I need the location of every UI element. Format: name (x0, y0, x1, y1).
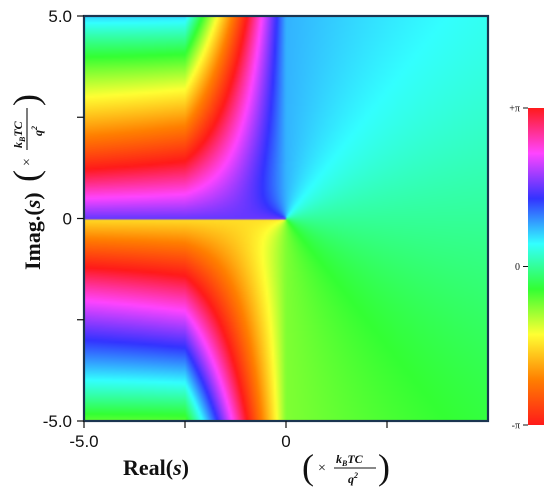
y-unit-den: q (31, 130, 45, 136)
y-label-var: s (20, 200, 45, 210)
x-unit-num-rest: TC (347, 452, 363, 466)
colorbar-tick-label: -π (512, 421, 520, 432)
x-label-close: ) (182, 455, 189, 480)
svg-text:q2: q2 (30, 126, 45, 136)
phase-heatmap (84, 16, 488, 421)
colorbar-gradient (528, 108, 544, 425)
colorbar-tick-label: +π (509, 104, 520, 115)
x-unit-num: k (336, 452, 342, 466)
svg-text:q2: q2 (348, 471, 358, 486)
x-tick-label: 0 (281, 432, 290, 451)
axis-ticks: -5.0 0 5.0 0 -5.0 (43, 7, 388, 451)
y-axis-label: Imag.(s) (20, 192, 45, 270)
svg-text:Imag.(s): Imag.(s) (20, 192, 45, 270)
y-unit-den-sup: 2 (30, 126, 39, 131)
y-tick-label: 0 (63, 210, 72, 229)
y-label-close: ) (20, 192, 45, 199)
svg-text:(: ( (302, 447, 314, 487)
y-label-main: Imag.( (20, 208, 45, 270)
y-unit-num-rest: TC (11, 120, 25, 136)
x-unit-den: q (348, 472, 354, 486)
y-tick-label: 5.0 (48, 7, 72, 26)
heatmap-image (84, 16, 488, 421)
x-label-main: Real( (123, 455, 173, 480)
y-unit-prefix: × (20, 158, 35, 166)
y-unit-num-sub: B (18, 136, 27, 143)
y-unit-num: k (11, 142, 25, 148)
x-unit-den-sup: 2 (353, 471, 358, 480)
svg-text:Real(s): Real(s) (123, 455, 189, 480)
svg-text:): ) (378, 447, 390, 487)
x-label-var: s (172, 455, 182, 480)
y-axis-unit: ( × kBTC q2 ) (6, 94, 46, 182)
x-unit-prefix: × (318, 461, 326, 476)
svg-text:kBTC: kBTC (336, 452, 364, 468)
colorbar: +π 0 -π (509, 104, 544, 432)
y-tick-label: -5.0 (43, 412, 72, 431)
svg-text:(: ( (6, 170, 46, 182)
x-axis-label: Real(s) ( × kBTC q2 ) (123, 447, 390, 487)
svg-text:kBTC: kBTC (11, 120, 27, 148)
x-tick-label: -5.0 (69, 432, 98, 451)
colorbar-tick-label: 0 (515, 262, 520, 273)
x-unit-num-sub: B (341, 459, 348, 468)
colorbar-ticks: +π 0 -π (509, 104, 528, 432)
x-axis-unit: ( × kBTC q2 ) (302, 447, 390, 487)
svg-text:): ) (6, 94, 46, 106)
